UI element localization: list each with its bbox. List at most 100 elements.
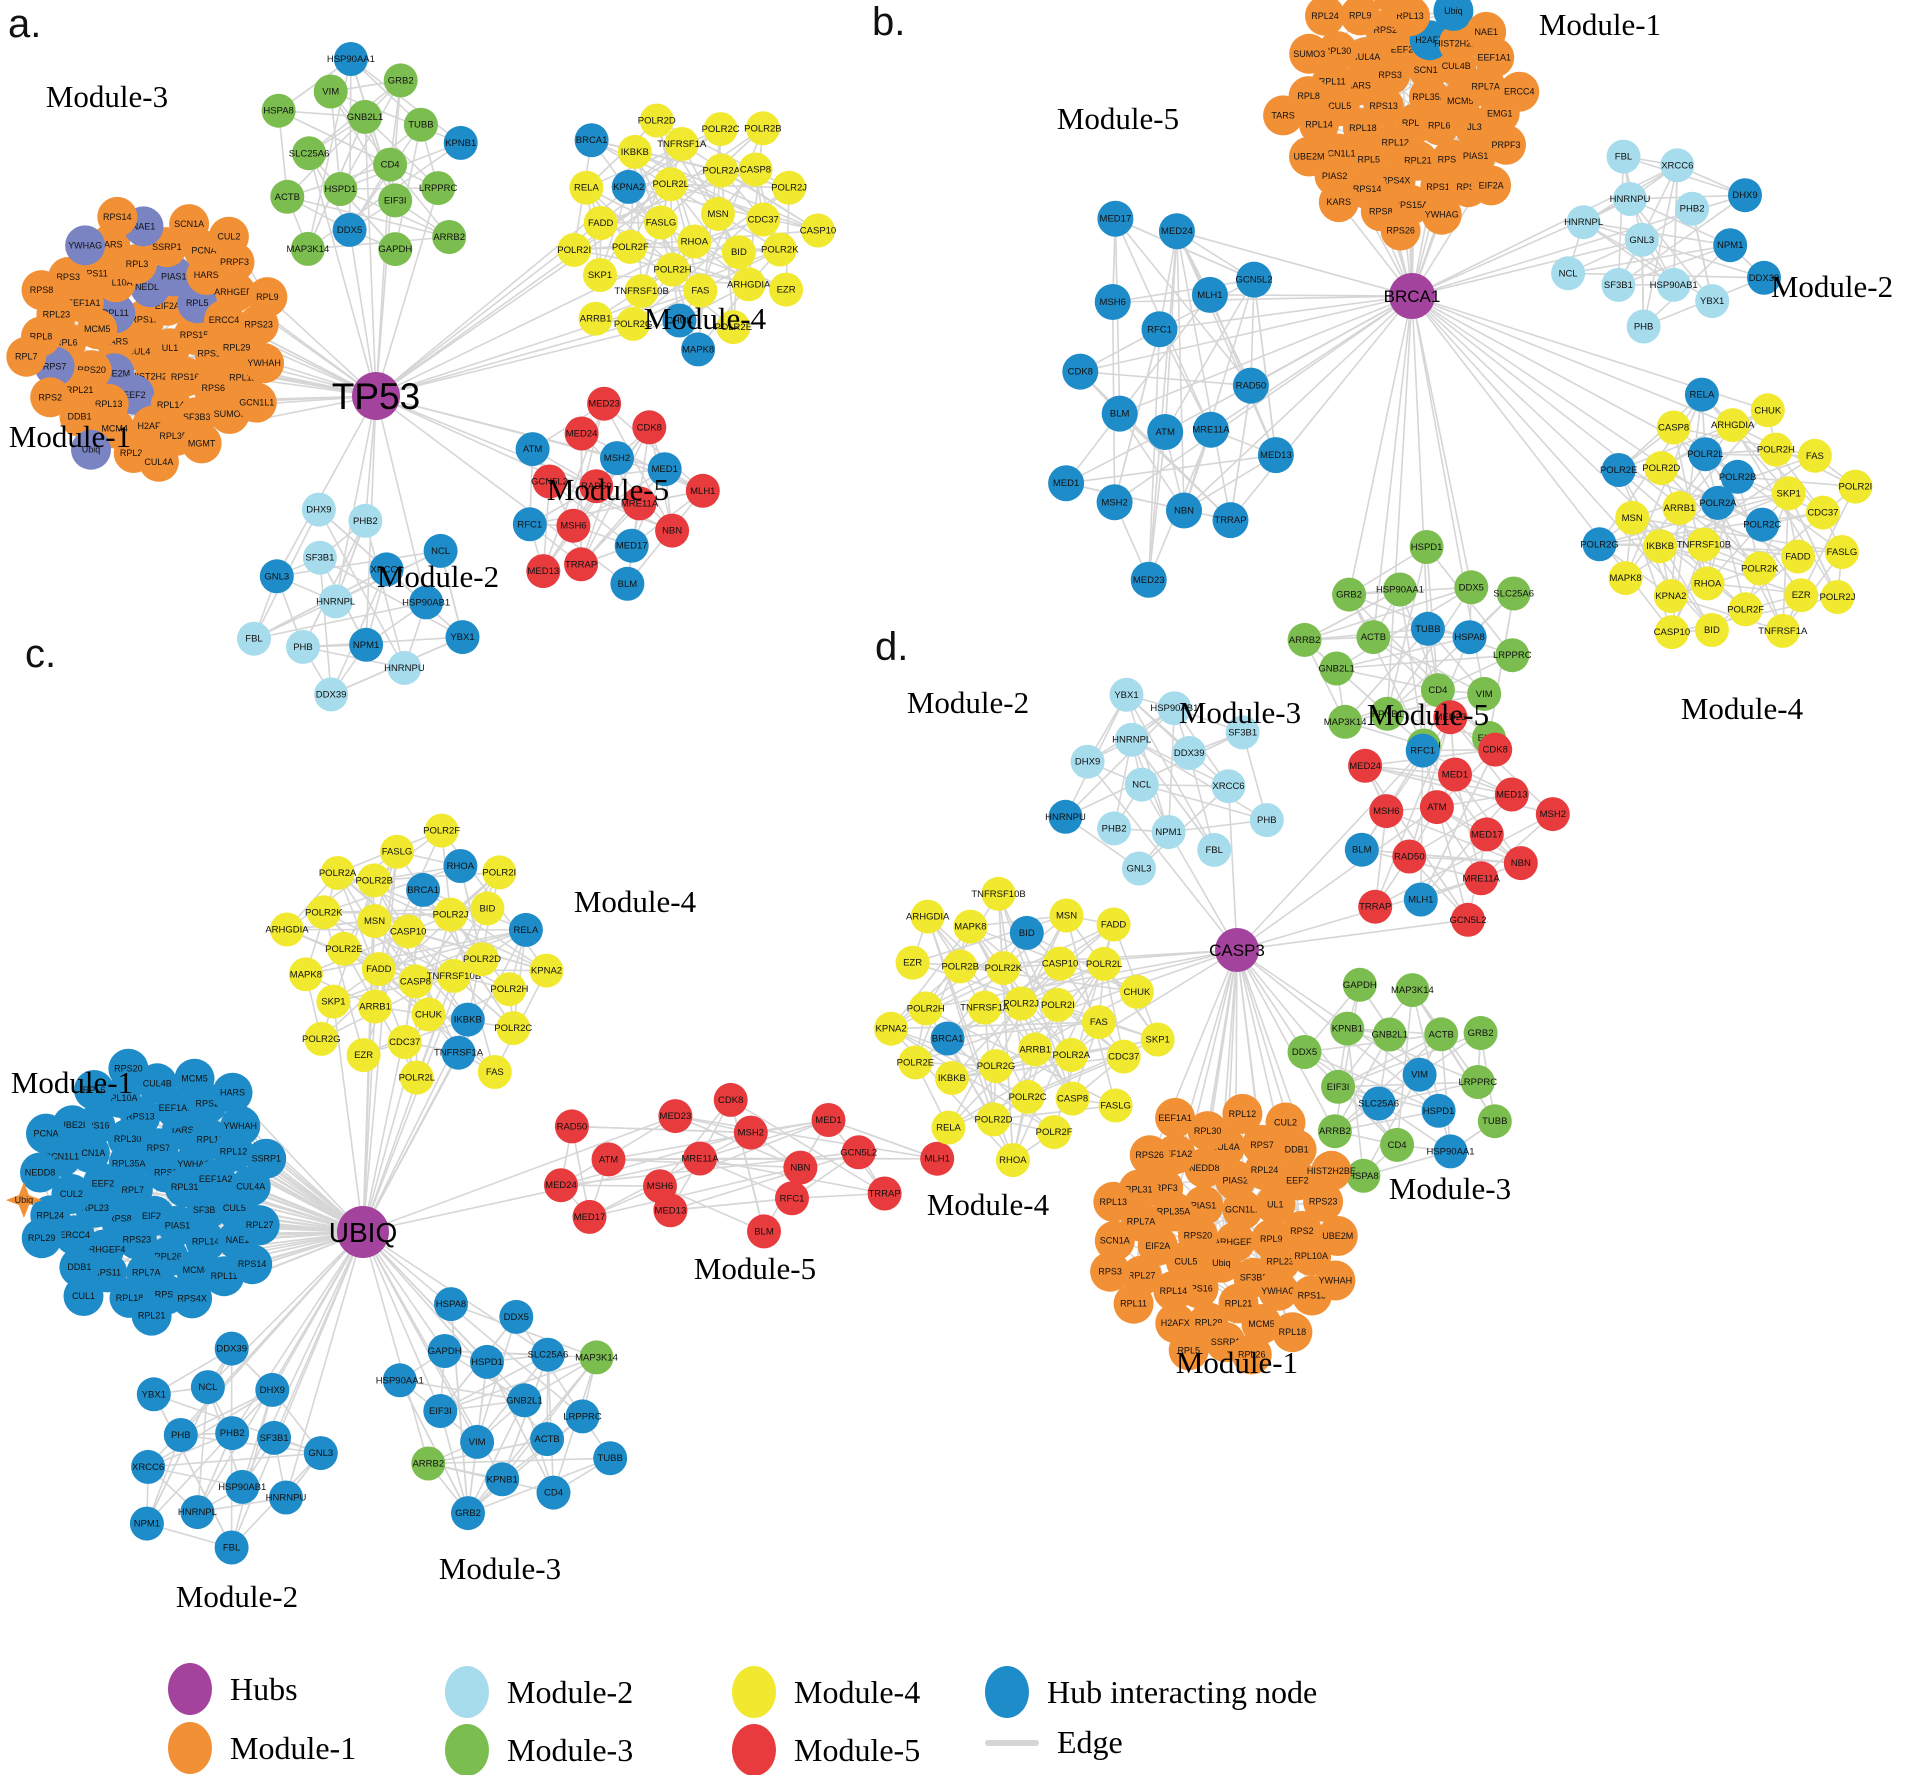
node-mre11a[interactable]: MRE11A <box>1192 411 1230 448</box>
node-sf3b1[interactable]: SF3B1 <box>1601 267 1636 302</box>
node-polr2h[interactable]: POLR2H <box>1757 432 1795 467</box>
node-arhgef4[interactable]: ARHGEF4 <box>214 272 257 313</box>
node-ddx5[interactable]: DDX5 <box>332 212 367 247</box>
node-polr2c[interactable]: POLR2C <box>494 1011 532 1046</box>
node-fadd[interactable]: FADD <box>583 206 618 240</box>
node-pias1[interactable]: PIAS1 <box>1455 136 1496 176</box>
node-chuk[interactable]: CHUK <box>1119 974 1154 1009</box>
node-mcm5[interactable]: MCM5 <box>174 1058 215 1099</box>
node-hspa8[interactable]: HSPA8 <box>1346 1158 1381 1193</box>
node-atm[interactable]: ATM <box>515 432 550 467</box>
node-rps2[interactable]: RPS2 <box>30 377 71 418</box>
node-rps3[interactable]: RPS3 <box>1090 1251 1131 1292</box>
node-vim[interactable]: VIM <box>313 74 348 109</box>
node-polr2a[interactable]: POLR2A <box>703 153 741 188</box>
node-lrpprc[interactable]: LRPPRC <box>1459 1065 1498 1099</box>
node-ywhag[interactable]: YWHAG <box>65 225 106 266</box>
node-gnl3[interactable]: GNL3 <box>1624 222 1659 257</box>
node-blm[interactable]: BLM <box>1344 832 1379 867</box>
node-phb2[interactable]: PHB2 <box>1097 811 1132 846</box>
node-polr2j[interactable]: POLR2J <box>433 897 469 932</box>
node-skp1[interactable]: SKP1 <box>1140 1022 1175 1057</box>
node-cul1[interactable]: CUL1 <box>63 1276 104 1316</box>
node-med1[interactable]: MED1 <box>1048 465 1085 502</box>
node-map3k14[interactable]: MAP3K14 <box>1391 973 1434 1008</box>
node-slc25a6[interactable]: SLC25A6 <box>528 1337 569 1372</box>
node-mapk8[interactable]: MAPK8 <box>681 332 716 367</box>
node-rhoa[interactable]: RHOA <box>443 849 478 883</box>
node-polr2c[interactable]: POLR2C <box>702 112 740 147</box>
node-ywhag[interactable]: YWHAG <box>1421 194 1462 235</box>
node-gcn5l2[interactable]: GCN5L2 <box>1236 261 1273 298</box>
node-cdc37[interactable]: CDC37 <box>1106 1039 1141 1074</box>
node-rad50[interactable]: RAD50 <box>1392 839 1427 874</box>
node-hsp90aa1[interactable]: HSP90AA1 <box>1426 1134 1475 1169</box>
node-ube2m[interactable]: UBE2M <box>1317 1216 1358 1256</box>
node-rad50[interactable]: RAD50 <box>554 1109 589 1144</box>
node-polr2h[interactable]: POLR2H <box>490 972 529 1007</box>
node-polr2i[interactable]: POLR2I <box>557 232 592 267</box>
node-grb2[interactable]: GRB2 <box>383 63 418 98</box>
node-cd4[interactable]: CD4 <box>1380 1127 1415 1162</box>
node-polr2g[interactable]: POLR2G <box>1580 527 1619 562</box>
node-polr2c[interactable]: POLR2C <box>1743 507 1781 542</box>
node-hspa8[interactable]: HSPA8 <box>261 93 296 128</box>
node-nbn[interactable]: NBN <box>1503 846 1538 881</box>
node-map3k14[interactable]: MAP3K14 <box>575 1340 618 1375</box>
node-hspa8[interactable]: HSPA8 <box>434 1287 468 1322</box>
node-sf3b1[interactable]: SF3B1 <box>257 1420 292 1455</box>
node-phb[interactable]: PHB <box>286 629 320 664</box>
node-cd4[interactable]: CD4 <box>373 147 408 182</box>
node-msh6[interactable]: MSH6 <box>556 508 591 543</box>
node-polr2j[interactable]: POLR2J <box>1003 986 1039 1021</box>
node-arhgdia[interactable]: ARHGDIA <box>265 912 309 947</box>
node-ywhah[interactable]: YWHAH <box>220 1105 261 1146</box>
node-polr2c[interactable]: POLR2C <box>1009 1079 1047 1114</box>
node-faslg[interactable]: FASLG <box>380 834 414 869</box>
node-rps14[interactable]: RPS14 <box>232 1244 273 1285</box>
node-fadd[interactable]: FADD <box>1096 907 1131 942</box>
node-casp10[interactable]: CASP10 <box>1654 615 1690 650</box>
node-ybx1[interactable]: YBX1 <box>445 620 480 655</box>
node-polr2k[interactable]: POLR2K <box>1741 551 1779 586</box>
node-med17[interactable]: MED17 <box>1097 200 1134 237</box>
node-ddx5[interactable]: DDX5 <box>499 1299 534 1334</box>
node-brca1[interactable]: BRCA1 <box>930 1021 965 1056</box>
node-polr2l[interactable]: POLR2L <box>652 167 689 202</box>
node-rpl23[interactable]: RPL23 <box>1260 1241 1301 1282</box>
node-fas[interactable]: FAS <box>1081 1005 1116 1040</box>
node-polr2f[interactable]: POLR2F <box>1036 1115 1073 1150</box>
node-ybx1[interactable]: YBX1 <box>1695 284 1730 319</box>
node-mre11a[interactable]: MRE11A <box>681 1141 719 1176</box>
node-kpna2[interactable]: KPNA2 <box>611 169 646 204</box>
node-rpl5[interactable]: RPL5 <box>1168 1330 1209 1371</box>
node-eif2a[interactable]: EIF2A <box>1471 165 1512 206</box>
node-nedd8[interactable]: NEDD8 <box>20 1152 60 1193</box>
node-nbn[interactable]: NBN <box>783 1150 818 1185</box>
node-actb[interactable]: ACTB <box>270 179 305 214</box>
node-tubb[interactable]: TUBB <box>1477 1104 1512 1139</box>
node-cdc37[interactable]: CDC37 <box>1805 495 1840 530</box>
node-polr2a[interactable]: POLR2A <box>1053 1037 1091 1072</box>
node-rpl7[interactable]: RPL7 <box>6 336 47 377</box>
node-faslg[interactable]: FASLG <box>1098 1088 1133 1123</box>
node-polr2g[interactable]: POLR2G <box>977 1049 1016 1084</box>
node-arhgdia[interactable]: ARHGDIA <box>906 899 950 934</box>
node-polr2b[interactable]: POLR2B <box>941 949 979 984</box>
node-gnl3[interactable]: GNL3 <box>1122 851 1156 886</box>
node-phb[interactable]: PHB <box>1249 803 1284 838</box>
node-atm[interactable]: ATM <box>591 1142 626 1177</box>
node-casp10[interactable]: CASP10 <box>800 213 836 248</box>
node-polr2e[interactable]: POLR2E <box>715 310 753 345</box>
node-med13[interactable]: MED13 <box>653 1193 688 1228</box>
node-sumo3[interactable]: SUMO3 <box>1289 33 1330 74</box>
node-ncl[interactable]: NCL <box>1124 767 1159 802</box>
node-ercc4[interactable]: ERCC4 <box>1499 71 1540 112</box>
node-ddx39[interactable]: DDX39 <box>214 1331 249 1366</box>
node-tubb[interactable]: TUBB <box>403 107 438 142</box>
node-med1[interactable]: MED1 <box>1438 757 1472 792</box>
node-polr2i[interactable]: POLR2I <box>482 855 517 890</box>
node-polr2a[interactable]: POLR2A <box>319 856 357 890</box>
node-hnrnpl[interactable]: HNRNPL <box>1564 205 1603 240</box>
node-hnrnpl[interactable]: HNRNPL <box>178 1495 217 1530</box>
